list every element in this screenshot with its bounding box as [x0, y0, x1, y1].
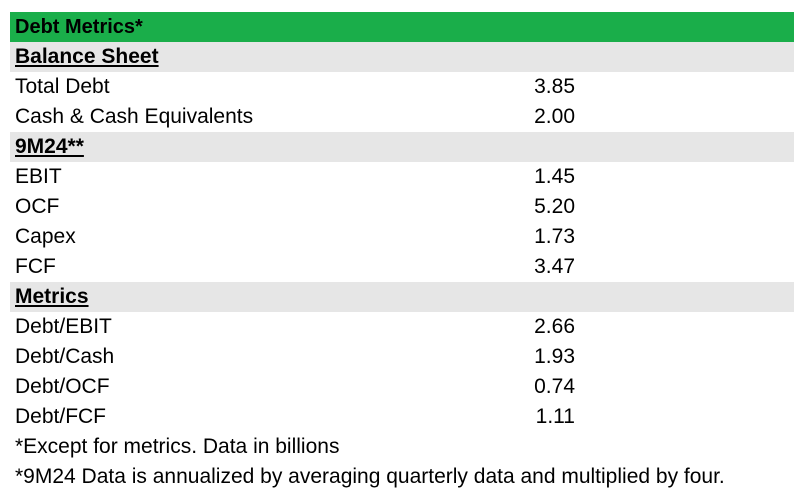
row-label: EBIT [15, 165, 62, 188]
row-label: Debt/EBIT [15, 315, 112, 338]
table-row: Total Debt 3.85 [10, 72, 794, 102]
table-title: Debt Metrics* [10, 12, 794, 42]
row-value: 3.85 [534, 75, 575, 98]
footnotes: *Except for metrics. Data in billions *9… [15, 432, 725, 492]
table-row: Debt/EBIT 2.66 [10, 312, 794, 342]
row-value: 1.73 [534, 225, 575, 248]
row-value: 1.11 [535, 405, 575, 428]
row-label: Debt/OCF [15, 375, 110, 398]
row-label: Debt/Cash [15, 345, 115, 368]
section-heading-text: Balance Sheet [15, 45, 159, 68]
debt-metrics-table: Debt Metrics* Balance Sheet Total Debt 3… [10, 12, 794, 432]
footnote: *Except for metrics. Data in billions [15, 435, 340, 458]
table-row: Debt/Cash 1.93 [10, 342, 794, 372]
table-row: Debt/OCF 0.74 [10, 372, 794, 402]
section-heading-metrics: Metrics [10, 282, 794, 312]
row-label: OCF [15, 195, 60, 218]
row-value: 2.00 [534, 105, 575, 128]
section-heading-9m24: 9M24** [10, 132, 794, 162]
row-label: Capex [15, 225, 76, 248]
section-heading-balance-sheet: Balance Sheet [10, 42, 794, 72]
table-row: FCF 3.47 [10, 252, 794, 282]
row-value: 0.74 [534, 375, 575, 398]
row-label: Debt/FCF [15, 405, 107, 428]
row-value: 1.45 [534, 165, 575, 188]
table-row: Cash & Cash Equivalents 2.00 [10, 102, 794, 132]
section-heading-text: Metrics [15, 285, 89, 308]
table-row: Debt/FCF 1.11 [10, 402, 794, 432]
row-label: FCF [15, 255, 56, 278]
table-row: Capex 1.73 [10, 222, 794, 252]
section-heading-text: 9M24** [15, 135, 84, 158]
row-value: 3.47 [534, 255, 575, 278]
row-label: Total Debt [15, 75, 110, 98]
row-value: 1.93 [534, 345, 575, 368]
table-row: OCF 5.20 [10, 192, 794, 222]
table-row: EBIT 1.45 [10, 162, 794, 192]
row-value: 2.66 [534, 315, 575, 338]
footnote: *9M24 Data is annualized by averaging qu… [15, 465, 725, 488]
table-title-text: Debt Metrics* [15, 15, 143, 38]
row-value: 5.20 [534, 195, 575, 218]
row-label: Cash & Cash Equivalents [15, 105, 254, 128]
